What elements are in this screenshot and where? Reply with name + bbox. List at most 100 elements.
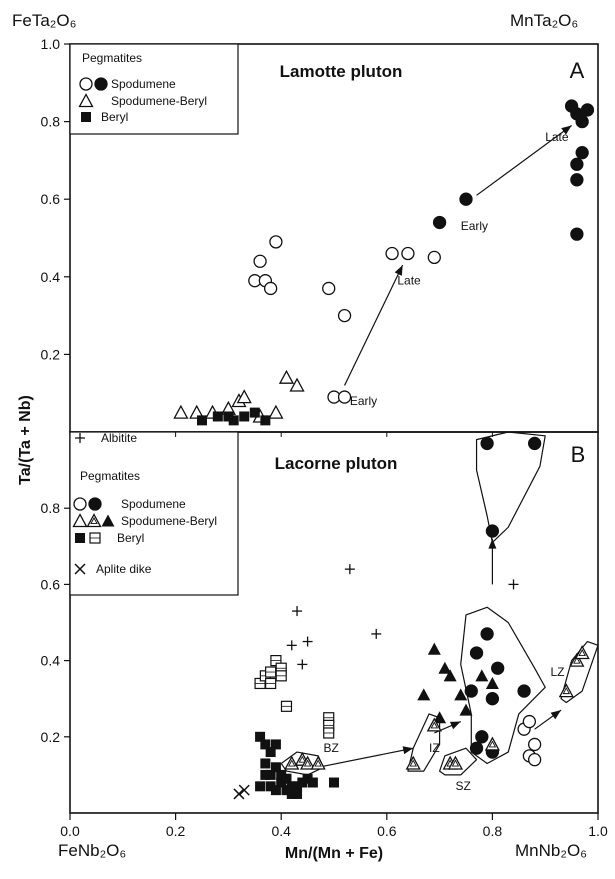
panel-b-arrow-0	[318, 746, 414, 768]
arrow-shaft	[344, 264, 404, 386]
panel-b-square-filled-point-2	[265, 747, 276, 758]
panel-b-triangle-inner-point-4-inner	[409, 759, 417, 767]
panel-b-plus-point-0	[344, 564, 355, 575]
panel-a-legend-label-0: Spodumene	[111, 77, 176, 91]
panel-b-plus-point-2	[292, 606, 303, 617]
panel-a-square-filled-point-1	[212, 411, 223, 422]
panel-a-legend-marker-1-0	[78, 93, 94, 108]
panel-b-legend-glyph-3-1	[89, 532, 101, 544]
panel-b-frame	[69, 431, 599, 814]
panel-b-legend-glyph-4-0-b	[74, 563, 86, 575]
panel-a-arrow-1	[476, 124, 572, 196]
corner-label-mn-ta: MnTa₂O₆	[510, 11, 578, 30]
panel-b-square-filled-point-0	[255, 731, 266, 742]
panel-b-outline-top	[475, 431, 546, 544]
panel-b-outline-lz	[560, 640, 599, 704]
panel-a-triangle-open-point-8	[278, 369, 295, 384]
panel-b-legend-label-3: Beryl	[117, 531, 144, 545]
panel-b-legend-glyph-2-1-inner	[90, 517, 98, 524]
panel-b-square-filled-point-3	[260, 758, 271, 769]
x-tick-label-0: 0.0	[60, 823, 80, 839]
panel-b-cross-point-0-b	[233, 788, 245, 800]
panel-b-square-filled-point-1	[260, 739, 271, 750]
panel-b-square-filled-point-7	[281, 785, 292, 796]
panel-b-circle-filled-point-0	[480, 436, 494, 451]
panel-b-triangle-inner-point-3-inner	[314, 759, 322, 767]
panel-b-triangle-filled-point-0	[427, 642, 441, 655]
panel-b-triangle-inner-point-2	[300, 755, 316, 770]
panel-a-square-filled-point-0	[197, 415, 207, 426]
panel-b-triangle-inner-point-8-inner	[488, 740, 497, 748]
panel-a-circle-open-point-9	[427, 250, 441, 265]
arrow-head	[449, 721, 461, 730]
panel-b-square-filled-point-20	[302, 773, 313, 784]
panel-b-legend-glyph-2-0	[72, 513, 88, 528]
panel-a-square-filled-point-5	[249, 407, 260, 418]
panel-a-triangle-open-point-9	[289, 377, 305, 392]
x-tick-label-3: 0.6	[377, 823, 397, 839]
panel-b-circle-filled-point-10	[469, 741, 484, 755]
panel-b-triangle-inner-point-5	[426, 717, 442, 732]
panel-a-circle-filled-point-8	[570, 227, 584, 241]
panel-b-square-filled-point-12	[276, 769, 287, 780]
panel-b-legend-glyph-1-0	[73, 497, 87, 511]
panel-b-triangle-filled-point-5	[417, 688, 431, 701]
panel-a-legend-title: Pegmatites	[82, 51, 142, 65]
panel-a-legend-marker-0-0	[79, 77, 93, 91]
panel-b-triangle-inner-point-9	[569, 652, 585, 667]
panel-a-circle-open-point-3	[263, 281, 278, 296]
panel-b-legend-glyph-0-0	[75, 433, 85, 443]
panel-a-legend-glyph-1-0	[78, 93, 94, 108]
panel-a-square-filled-point-6	[260, 415, 271, 426]
panel-a-title: Lamotte pluton	[280, 62, 403, 81]
panel-b-circle-open-point-2	[527, 737, 542, 752]
panel-b-triangle-inner-point-10-inner	[578, 649, 586, 656]
panel-b-square-open-point-6	[275, 670, 287, 682]
panel-b-legend-glyph-2-1	[86, 513, 102, 528]
panel-b-square-filled-point-19	[292, 788, 303, 799]
panel-b-triangle-inner-point-11-inner	[562, 687, 571, 695]
panel-a-y-tick-label-2: 0.6	[41, 191, 61, 207]
panel-b-triangle-filled-point-7	[475, 669, 489, 682]
panel-a-legend-glyph-0-0	[79, 77, 93, 91]
panel-b-triangle-filled-point-1	[438, 661, 452, 674]
arrow-head	[394, 265, 403, 276]
panel-b-triangle-filled-point-6	[433, 711, 447, 724]
panel-b-triangle-filled-point-2	[443, 669, 457, 682]
panel-b-circle-open-point-4	[527, 753, 542, 767]
panel-b-triangle-inner-point-4	[405, 755, 421, 770]
panel-b-square-filled-point-21	[307, 777, 318, 788]
panel-b-circle-filled-point-9	[475, 730, 489, 744]
panel-b-legend-label-2: Spodumene-Beryl	[121, 514, 217, 528]
panel-b-triangle-inner-point-2-inner	[303, 759, 312, 767]
panel-b-cross-point-1	[238, 784, 250, 796]
panel-b-square-open-point-2	[265, 666, 277, 678]
panel-a-circle-filled-point-7	[570, 173, 584, 187]
panel-a-circle-filled-point-6	[570, 157, 584, 171]
panel-b-square-filled-point-18	[286, 781, 297, 792]
x-tick-label-1: 0.2	[166, 823, 186, 839]
panel-a-legend-label-2: Beryl	[101, 110, 128, 124]
panel-b-circle-filled-point-1	[527, 436, 542, 451]
panel-b-legend-label-1: Spodumene	[121, 497, 186, 511]
panel-a-y-tick-label-3: 0.8	[41, 114, 61, 130]
panel-b-circle-filled-point-7	[485, 692, 500, 706]
panel-b-circle-filled-point-2	[485, 524, 500, 538]
panel-b-square-filled-point-15	[260, 769, 271, 780]
panel-a-circle-open-point-1	[253, 254, 267, 268]
panel-a-legend-glyph-0-1	[94, 77, 108, 91]
panel-b-y-tick-label-1: 0.4	[41, 653, 61, 669]
panel-b-plus-point-5	[371, 628, 382, 639]
panel-b-square-filled-point-6	[276, 777, 287, 788]
panel-a-circle-open-point-5	[322, 281, 336, 296]
panel-b-triangle-filled-point-3	[454, 688, 468, 701]
panel-b-plus-point-6	[297, 659, 308, 670]
panel-a-letter: A	[570, 58, 585, 83]
panel-a-legend-label-1: Spodumene-Beryl	[111, 94, 207, 108]
panel-b-triangle-inner-point-5-inner	[430, 721, 439, 729]
panel-a-y-tick-label-4: 1.0	[41, 36, 61, 52]
panel-b-square-open-point-3	[265, 677, 277, 690]
panel-b-triangle-inner-point-0	[284, 755, 300, 770]
panel-b-square-filled-point-8	[286, 788, 297, 799]
